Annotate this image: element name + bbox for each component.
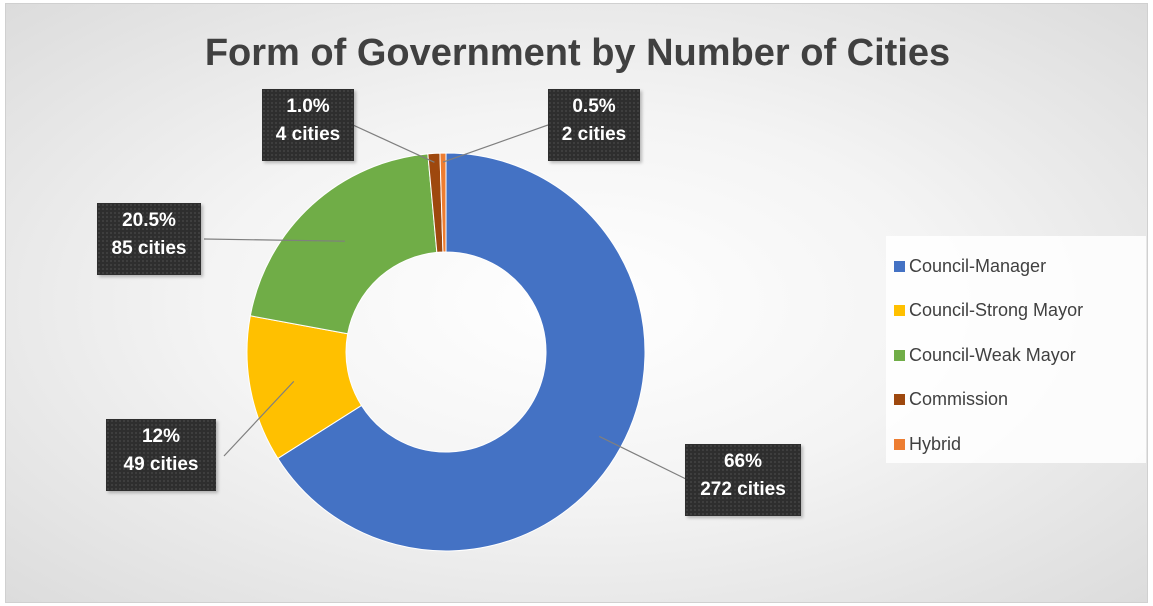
data-label-percent: 1.0% [286, 96, 330, 117]
legend-swatch [894, 349, 905, 361]
data-label-council-strong-mayor: 12% 49 cities [106, 419, 216, 491]
legend-swatch [894, 438, 905, 450]
data-label-count: 49 cities [123, 454, 199, 475]
leader-line-commission [352, 124, 435, 163]
data-label-count: 85 cities [111, 238, 187, 259]
donut-slice-council-manager [277, 152, 646, 552]
legend-swatch [894, 260, 905, 272]
data-label-council-manager: 66% 272 cities [685, 444, 801, 516]
chart-area: Form of Government by Number of Cities 6… [5, 3, 1148, 603]
data-label-percent: 20.5% [122, 210, 176, 231]
data-label-count: 2 cities [561, 124, 627, 145]
data-label-percent: 66% [723, 451, 763, 472]
legend-label: Council-Strong Mayor [909, 300, 1084, 321]
data-label-percent: 12% [141, 426, 181, 447]
donut-chart [203, 124, 689, 552]
legend-item-council-strong-mayor[interactable]: Council-Strong Mayor [886, 289, 1146, 334]
legend-label: Hybrid [909, 433, 962, 454]
data-label-council-weak-mayor: 20.5% 85 cities [97, 203, 201, 275]
legend-label: Council-Weak Mayor [909, 344, 1076, 365]
leader-line-council-manager [599, 435, 689, 481]
data-label-commission: 1.0% 4 cities [262, 89, 354, 161]
donut-slice-council-weak-mayor [249, 153, 438, 335]
legend-swatch [894, 394, 905, 406]
legend-item-hybrid[interactable]: Hybrid [886, 422, 1146, 467]
leader-line-hybrid [442, 124, 549, 163]
legend-label: Commission [909, 389, 1009, 410]
legend-label: Council-Manager [909, 255, 1047, 276]
data-label-count: 272 cities [700, 479, 786, 500]
data-label-count: 4 cities [275, 124, 341, 145]
data-label-hybrid: 0.5% 2 cities [548, 89, 640, 161]
legend-swatch [894, 305, 905, 317]
legend: Council-Manager Council-Strong Mayor Cou… [886, 236, 1146, 463]
chart-title: Form of Government by Number of Cities [204, 32, 951, 74]
donut-slice-hybrid [439, 152, 447, 253]
data-label-percent: 0.5% [572, 96, 616, 117]
legend-item-commission[interactable]: Commission [886, 378, 1146, 423]
legend-item-council-weak-mayor[interactable]: Council-Weak Mayor [886, 333, 1146, 378]
leader-line-council-weak-mayor [203, 238, 345, 242]
legend-item-council-manager[interactable]: Council-Manager [886, 244, 1146, 289]
leader-line-council-strong-mayor [223, 380, 295, 457]
